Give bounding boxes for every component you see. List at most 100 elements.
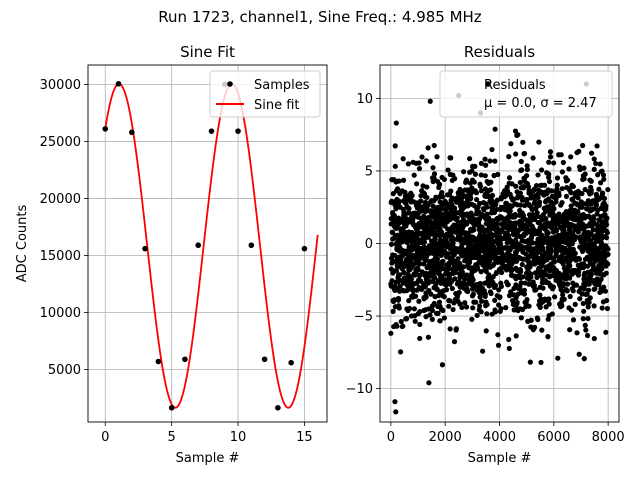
residual-point [403, 200, 409, 206]
residual-point [487, 158, 493, 164]
residual-point [562, 249, 568, 255]
residual-point [508, 289, 514, 295]
residual-point [490, 274, 496, 280]
residual-outlier-5 [427, 98, 433, 104]
residual-point [538, 359, 544, 366]
residual-point [405, 193, 411, 199]
residual-point [542, 199, 549, 205]
residual-point [482, 293, 488, 299]
residual-point [535, 172, 541, 178]
residual-point [400, 251, 406, 258]
residual-point [600, 299, 607, 305]
residual-point [514, 189, 520, 195]
residual-point [433, 253, 439, 259]
residual-point [481, 288, 487, 294]
residual-point [567, 327, 573, 333]
residual-point [445, 167, 451, 173]
residual-point [513, 294, 519, 301]
residual-point [483, 193, 489, 199]
residual-point [537, 224, 543, 231]
residual-point [510, 244, 516, 250]
residual-point [425, 334, 432, 340]
residual-point [471, 299, 477, 305]
residuals-xtick-label-0: 0 [387, 430, 395, 445]
residual-point [534, 203, 540, 209]
residual-point [537, 292, 543, 298]
residual-outlier-1 [393, 409, 399, 415]
residual-point [590, 227, 596, 233]
residual-point [593, 160, 599, 167]
residual-point [538, 233, 544, 239]
residual-point [433, 281, 439, 287]
residual-point [399, 228, 405, 234]
residual-point [446, 260, 452, 266]
legend-stats-label: μ = 0.0, σ = 2.47 [484, 96, 597, 111]
residual-point [504, 230, 510, 236]
residual-point [487, 289, 494, 295]
residual-point [408, 276, 415, 282]
residual-point [585, 255, 591, 261]
residual-point [526, 281, 532, 287]
residual-point [494, 238, 500, 245]
residual-point [528, 260, 534, 266]
residual-point [426, 287, 432, 294]
residual-point [553, 195, 559, 202]
residual-point [496, 287, 502, 293]
residuals-xtick-label-3: 6000 [537, 430, 570, 445]
residual-point [484, 178, 490, 185]
sample-point-15 [301, 245, 308, 252]
residual-point [458, 268, 464, 275]
sine-fit-xtick-label-0: 0 [101, 430, 109, 445]
residual-point [408, 197, 414, 203]
residual-point [538, 189, 544, 195]
residual-point [443, 233, 449, 239]
residual-point [417, 335, 423, 342]
residual-point [474, 247, 480, 253]
residual-point [576, 221, 582, 228]
residual-point [468, 279, 474, 286]
residual-point [582, 171, 588, 177]
residual-point [555, 190, 561, 196]
residual-point [569, 271, 575, 277]
residual-point [569, 196, 575, 202]
residual-point [426, 306, 432, 312]
residual-point [546, 159, 552, 165]
residual-point [388, 330, 394, 336]
residual-point [465, 203, 471, 209]
residual-point [409, 193, 415, 199]
residual-point [448, 155, 454, 161]
residual-point [594, 211, 600, 217]
residual-point [494, 197, 501, 203]
residual-point [588, 261, 594, 267]
residual-point [482, 173, 488, 179]
residual-point [436, 215, 442, 221]
residual-point [586, 213, 592, 219]
residual-point [457, 301, 463, 307]
sample-point-10 [235, 128, 241, 134]
residual-point [545, 174, 552, 180]
residual-point [599, 305, 605, 311]
residual-point [405, 283, 411, 289]
residual-point [508, 141, 514, 147]
residual-point [506, 345, 512, 352]
residual-point [510, 253, 517, 259]
residual-point [462, 300, 468, 306]
residual-point [595, 264, 602, 270]
residual-point [601, 176, 607, 182]
residual-point [489, 252, 495, 258]
residual-point [426, 243, 433, 249]
residual-point [432, 241, 438, 247]
residual-point [459, 247, 466, 253]
residual-point [497, 294, 503, 301]
residual-point [590, 198, 596, 204]
residual-point [431, 142, 437, 149]
residual-outlier-6 [393, 120, 399, 126]
residual-point [581, 276, 587, 282]
sine-fit-curve-group [104, 82, 319, 409]
residual-point [449, 254, 456, 260]
residuals-ytick-label-1: −5 [354, 310, 373, 325]
residual-point [568, 190, 574, 196]
residual-point [601, 200, 607, 206]
residual-point [559, 169, 565, 175]
residual-point [463, 177, 470, 183]
